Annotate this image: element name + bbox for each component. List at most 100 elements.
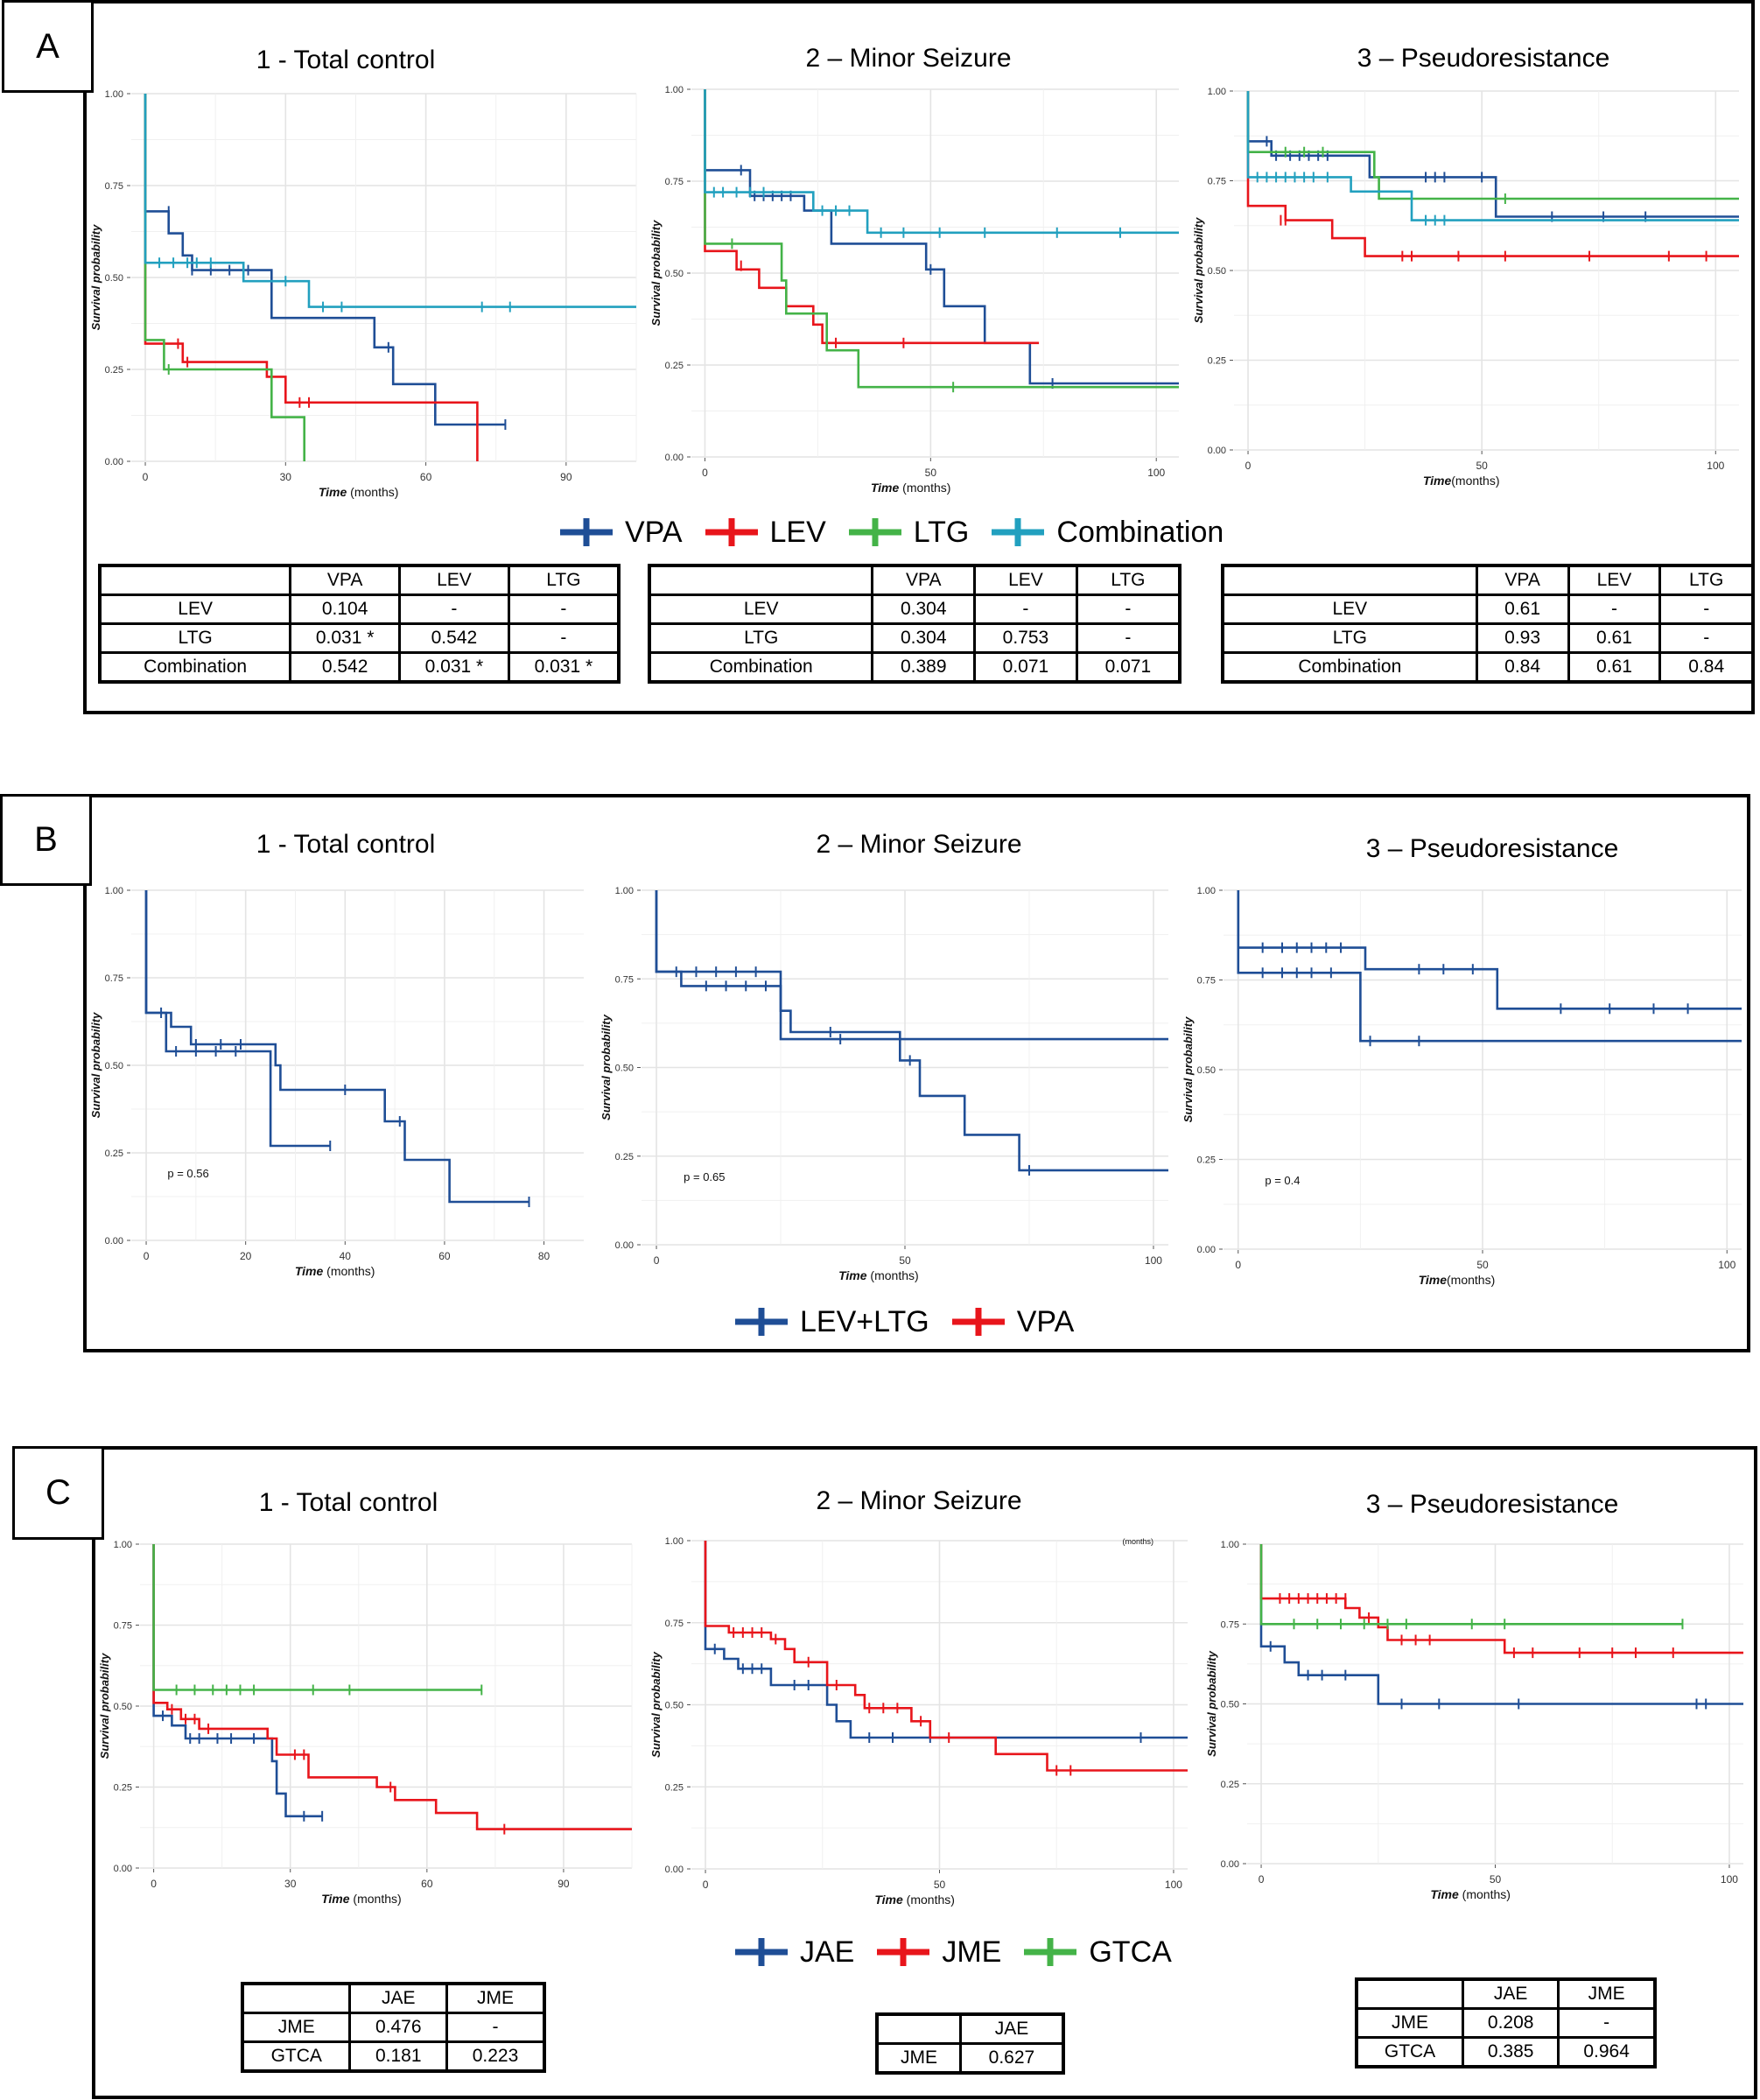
chart-c1-xtick-label: 30	[284, 1878, 297, 1890]
table-header-cell	[98, 564, 292, 596]
chart-b3-series-lev-ltg	[1237, 890, 1742, 1043]
table-header-cell: LEV	[1567, 564, 1662, 596]
chart-b1-xlabel-italic: Time	[295, 1264, 324, 1278]
table-a1: VPA LEV LTG LEV 0.104- - LTG 0.031 * 0.542- Combi…	[98, 564, 621, 684]
chart-c2-series-jae	[704, 1541, 1188, 1739]
table-header-cell: VPA	[289, 564, 402, 596]
legend-item-jae: JAE	[735, 1935, 854, 1970]
chart-b1: 0.00 0.25 0.50 0.75 1.00 0 20 40 60 80 Time (month…	[89, 886, 584, 1278]
chart-b1-series-vpa	[144, 890, 529, 1204]
table-c1: JAE JME JME 0.476- GTCA 0.181 0.223	[241, 1982, 546, 2073]
table-row-label: LTG	[648, 622, 874, 654]
chart-a1: 0.00 0.25 0.50 0.75 1.00 0 30 60 90 Time (months)…	[89, 89, 637, 499]
table-row-label: GTCA	[241, 2040, 352, 2073]
table-cell: 0.304	[871, 593, 977, 625]
chart-a3-series-vpa	[1246, 91, 1739, 218]
chart-b2-series-vpa	[655, 890, 1168, 1172]
chart-b2-ytick-label: 1.00	[615, 886, 634, 896]
table-row: LTG 0.93 0.61-	[1220, 622, 1756, 654]
table-row-label: GTCA	[1355, 2036, 1465, 2068]
panel-c-title-2: 2 – Minor Seizure	[816, 1486, 1022, 1515]
legend-label-combination: Combination	[1056, 515, 1224, 549]
chart-c1-ytick-label: 0.25	[114, 1783, 132, 1794]
table-row-label: LEV	[98, 593, 292, 625]
chart-c2-ytick-label: 1.00	[665, 1536, 684, 1547]
chart-c2-xlabel: Time (months)	[874, 1893, 955, 1907]
legend-label-vpa: VPA	[625, 515, 683, 549]
panel-b-title-2: 2 – Minor Seizure	[816, 830, 1022, 859]
legend-label-lev: LEV	[769, 515, 826, 549]
table-row: JME 0.627	[874, 2042, 1065, 2075]
chart-a2-xlabel-italic: Time	[871, 481, 900, 495]
panel-b-title-1: 1 - Total control	[256, 830, 436, 859]
chart-c3-ylabel: Survival probability	[1205, 1650, 1218, 1756]
table-row-label: Combination	[98, 651, 292, 684]
table-cell: 0.61	[1567, 622, 1662, 654]
chart-b1-ytick-label: 0.75	[105, 973, 123, 984]
legend-label-gtca: GTCA	[1089, 1935, 1172, 1969]
table-row: Combination 0.542 0.031 * 0.031 *	[98, 651, 621, 684]
chart-c1-ytick-label: 1.00	[114, 1540, 132, 1550]
chart-a3-ytick-label: 0.75	[1208, 177, 1226, 187]
chart-c3-xtick-label: 50	[1490, 1873, 1502, 1886]
chart-b2-xtick-label: 50	[899, 1254, 911, 1267]
chart-a3-xtick-label: 0	[1245, 460, 1252, 472]
chart-a1-xtick-label: 30	[280, 471, 292, 483]
table-row: Combination 0.389 0.071 0.071	[648, 651, 1182, 684]
chart-c2-ytick-label: 0.00	[665, 1865, 684, 1875]
table-cell: -	[973, 593, 1078, 625]
chart-b3-series-vpa	[1237, 890, 1742, 1010]
chart-c2-series-jme	[704, 1541, 1188, 1772]
chart-a1-ytick-label: 1.00	[105, 89, 123, 100]
table-header-row: JAE	[874, 2012, 1065, 2045]
table-row-label: Combination	[648, 651, 874, 684]
chart-b1-xtick-label: 20	[240, 1250, 252, 1262]
chart-b1-xtick-label: 60	[438, 1250, 451, 1262]
chart-c2-ytick-label: 0.50	[665, 1701, 684, 1711]
chart-a1-xtick-label: 60	[420, 471, 432, 483]
chart-c2-ylabel: Survival probability	[649, 1651, 663, 1757]
chart-a2-ytick-label: 0.75	[665, 177, 684, 187]
table-cell: 0.031 *	[398, 651, 510, 684]
table-cell: 0.208	[1462, 2007, 1560, 2039]
chart-a1-ytick-label: 0.50	[105, 273, 123, 284]
chart-c1: 0.00 0.25 0.50 0.75 1.00 0 30 60 90 Time (months)…	[98, 1540, 633, 1906]
table-c3: JAE JME JME 0.208- GTCA 0.385 0.964	[1355, 1977, 1658, 2068]
table-cell: -	[1658, 622, 1756, 654]
table-row-label: LTG	[98, 622, 292, 654]
chart-a2-series-lev	[704, 89, 1040, 345]
chart-b2-xlabel-unit: (months)	[867, 1268, 919, 1282]
chart-c1-xtick-label: 0	[151, 1878, 157, 1890]
chart-a3: 0.00 0.25 0.50 0.75 1.00 0 50 100 Time(months) Su…	[1192, 87, 1739, 488]
table-row: LEV 0.61- -	[1220, 593, 1756, 625]
table-row: JME 0.476-	[241, 2012, 546, 2043]
table-cell: -	[507, 622, 621, 654]
chart-a2-ytick-label: 0.50	[665, 269, 684, 279]
table-row: LEV 0.104- -	[98, 593, 621, 625]
table-cell: 0.753	[973, 622, 1078, 654]
table-cell: 0.071	[1075, 651, 1182, 684]
table-header-row: VPA LEV LTG	[98, 564, 621, 596]
table-row: GTCA 0.181 0.223	[241, 2040, 546, 2073]
chart-b2-series-lev-ltg	[655, 890, 1168, 1041]
chart-a3-series-ltg	[1246, 91, 1739, 200]
chart-b1-ylabel: Survival probability	[89, 1012, 102, 1118]
chart-a1-series-vpa	[144, 94, 506, 426]
table-row: Combination 0.84 0.61 0.84	[1220, 651, 1756, 684]
table-cell: 0.61	[1567, 651, 1662, 684]
chart-c3-series-gtca	[1259, 1544, 1683, 1626]
chart-b2-xlabel-italic: Time	[838, 1268, 867, 1282]
chart-b3-xlabel: Time(months)	[1419, 1273, 1496, 1287]
chart-b1-xlabel-unit: (months)	[323, 1264, 375, 1278]
table-cell: 0.542	[289, 651, 402, 684]
table-cell: 0.181	[348, 2040, 448, 2073]
chart-a2-ylabel: Survival probability	[649, 220, 663, 326]
chart-c3-series-jme	[1259, 1544, 1743, 1654]
chart-c2-xlabel-unit: (months)	[903, 1893, 955, 1907]
legend-item-vpa: VPA	[560, 515, 683, 550]
table-header-cell: JAE	[958, 2012, 1065, 2045]
chart-a3-ytick-label: 1.00	[1208, 87, 1226, 97]
chart-a1-series-combination	[144, 94, 636, 308]
chart-a2-series-vpa	[704, 89, 1179, 385]
chart-a1-xtick-label: 0	[143, 471, 149, 483]
